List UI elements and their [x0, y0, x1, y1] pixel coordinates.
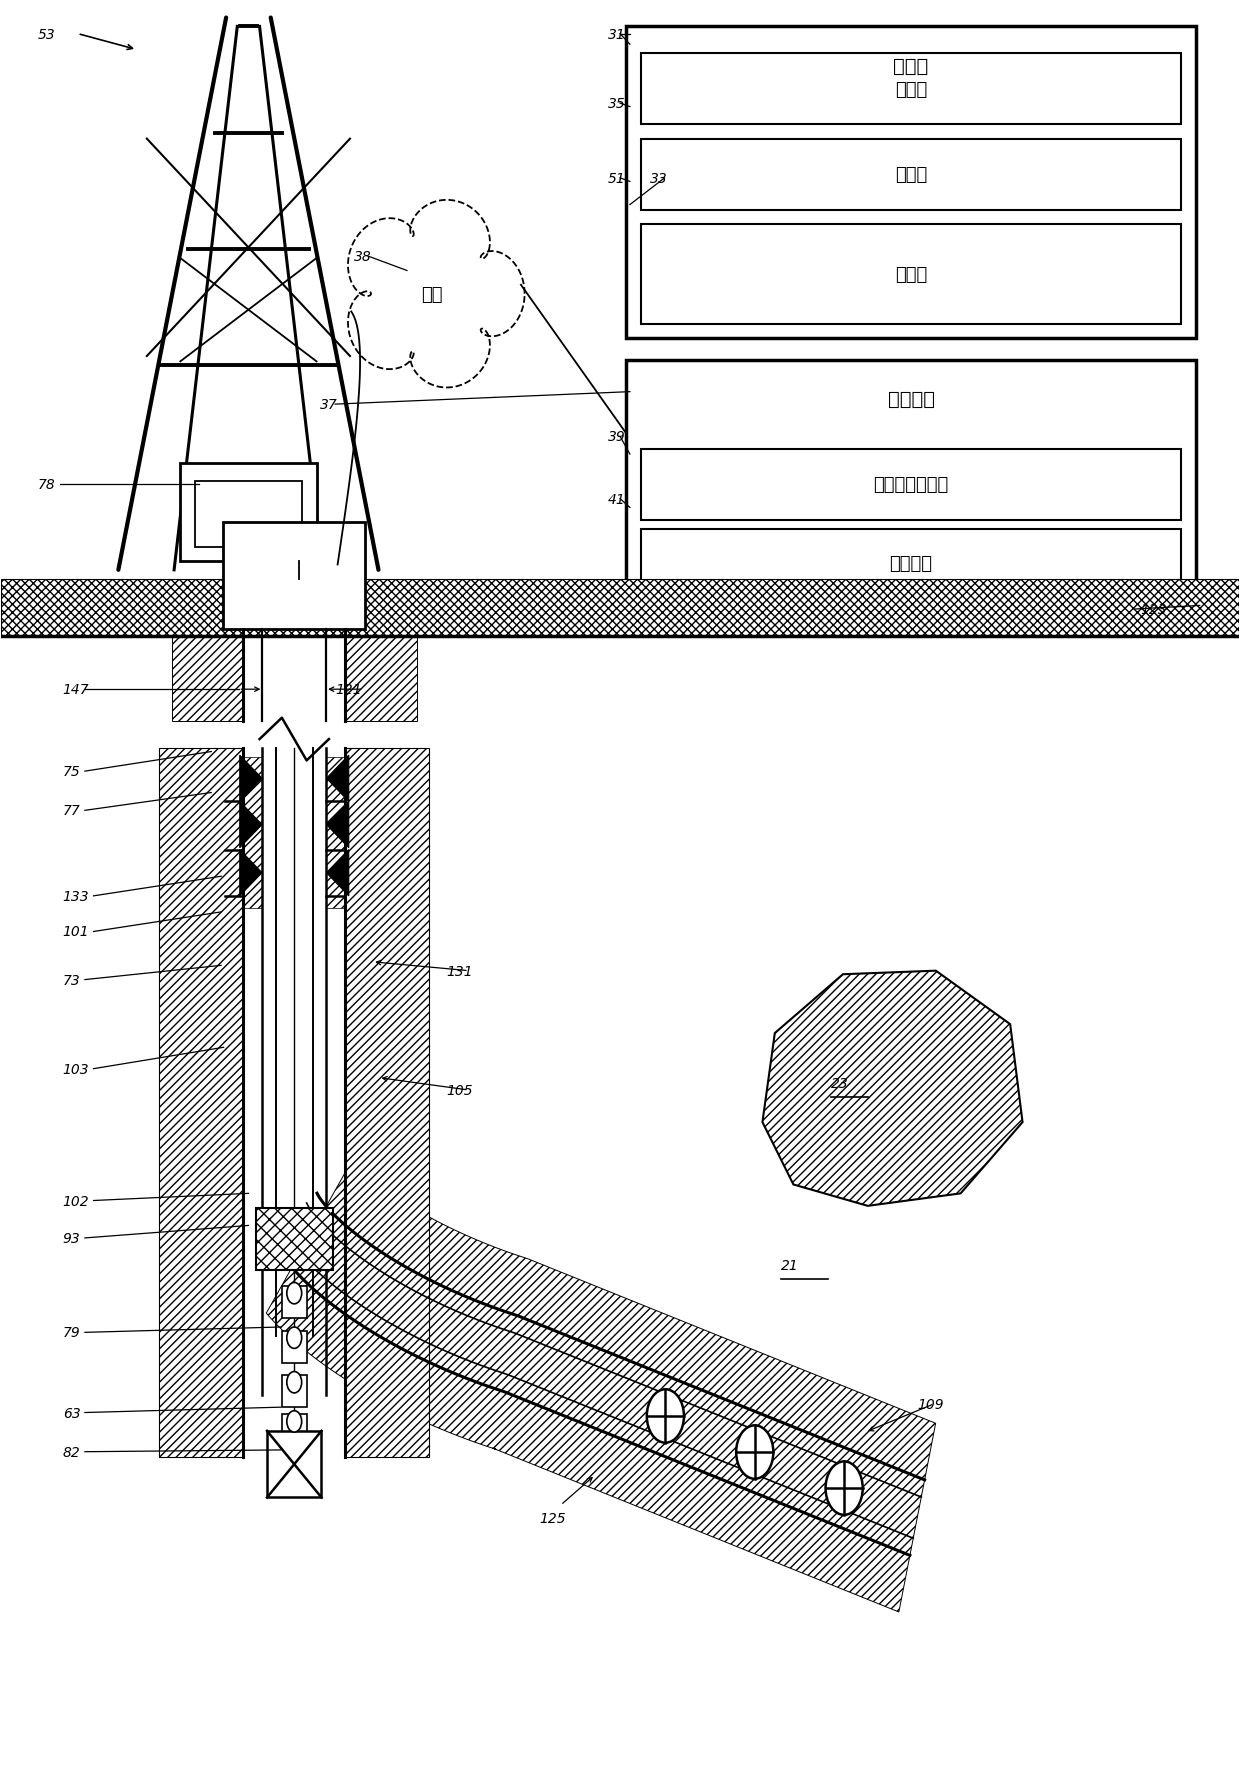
Circle shape: [737, 1426, 774, 1479]
Text: 37: 37: [320, 397, 339, 412]
Bar: [281, 1376, 306, 1408]
Bar: [641, 53, 1180, 125]
Text: 123: 123: [1141, 602, 1167, 617]
Text: 33: 33: [650, 171, 667, 185]
Circle shape: [286, 1328, 301, 1349]
Text: 73: 73: [63, 973, 81, 987]
Bar: [281, 1331, 306, 1363]
Text: 109: 109: [918, 1397, 944, 1411]
Bar: [267, 1431, 321, 1497]
Text: 133: 133: [63, 889, 89, 903]
Bar: [223, 522, 366, 629]
Text: 103: 103: [63, 1062, 89, 1076]
Circle shape: [286, 1411, 301, 1433]
Polygon shape: [159, 748, 243, 1458]
Bar: [626, 27, 1195, 339]
Text: 39: 39: [608, 429, 625, 444]
Text: 131: 131: [446, 964, 474, 978]
Text: 网络: 网络: [422, 285, 443, 303]
Circle shape: [647, 1390, 684, 1443]
Text: 79: 79: [63, 1326, 81, 1340]
Text: 102: 102: [63, 1194, 89, 1208]
Text: 35: 35: [608, 96, 625, 110]
Text: 93: 93: [63, 1231, 81, 1246]
Text: 125: 125: [539, 1511, 567, 1525]
Polygon shape: [326, 850, 348, 896]
Circle shape: [826, 1461, 863, 1515]
Bar: [281, 1287, 306, 1319]
Text: 31: 31: [608, 27, 625, 41]
Text: 21: 21: [781, 1258, 799, 1272]
Text: 53: 53: [38, 27, 56, 41]
Text: 121: 121: [335, 683, 362, 697]
Text: 51: 51: [608, 171, 625, 185]
Polygon shape: [239, 850, 262, 896]
Text: 78: 78: [38, 478, 56, 492]
Bar: [641, 225, 1180, 324]
Text: 82: 82: [63, 1445, 81, 1459]
Polygon shape: [345, 748, 429, 1458]
Polygon shape: [345, 629, 417, 722]
Bar: [641, 449, 1180, 520]
Text: 63: 63: [63, 1406, 81, 1420]
Text: 用户图形显示器: 用户图形显示器: [873, 476, 949, 494]
Text: 用户界面: 用户界面: [888, 390, 935, 410]
Polygon shape: [239, 802, 262, 848]
Bar: [195, 481, 301, 547]
Polygon shape: [348, 201, 525, 388]
Text: 程序体: 程序体: [895, 166, 928, 184]
Text: 77: 77: [63, 804, 81, 818]
Text: 38: 38: [353, 249, 372, 264]
Text: 输入设备: 输入设备: [889, 554, 932, 572]
Text: 101: 101: [63, 925, 89, 939]
Text: 存储器: 存储器: [895, 80, 928, 98]
Bar: [281, 1415, 306, 1447]
Text: 75: 75: [63, 764, 81, 779]
Polygon shape: [243, 757, 262, 909]
Polygon shape: [326, 757, 345, 909]
Text: 41: 41: [608, 492, 625, 506]
Polygon shape: [763, 971, 1023, 1206]
Polygon shape: [255, 1208, 332, 1271]
Circle shape: [286, 1283, 301, 1304]
Text: 147: 147: [63, 683, 89, 697]
Text: 处理器: 处理器: [895, 266, 928, 283]
Text: 23: 23: [831, 1076, 848, 1091]
Polygon shape: [239, 756, 262, 802]
Polygon shape: [1, 579, 1239, 636]
Text: 计算机: 计算机: [894, 57, 929, 77]
Polygon shape: [326, 802, 348, 848]
Bar: [626, 360, 1195, 606]
Polygon shape: [267, 1160, 936, 1613]
Circle shape: [286, 1372, 301, 1394]
Polygon shape: [171, 629, 243, 722]
Text: 105: 105: [446, 1083, 474, 1098]
Bar: [641, 529, 1180, 597]
Bar: [180, 463, 316, 561]
Polygon shape: [326, 756, 348, 802]
Bar: [641, 139, 1180, 210]
